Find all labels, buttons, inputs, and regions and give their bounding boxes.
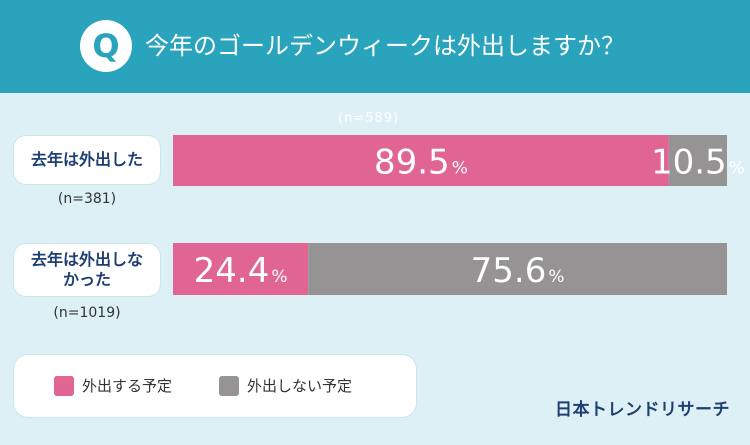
sample-size-total: (n=589) [338, 111, 400, 126]
legend-item-not-going: 外出しない予定 [219, 375, 352, 396]
header-bar: Q 今年のゴールデンウィークは外出しますか？ [0, 0, 750, 93]
value-label-going-row-2: 24.4% [194, 251, 288, 291]
value-label-not-going-row-2: 75.6% [471, 251, 565, 291]
question-title: 今年のゴールデンウィークは外出しますか？ [145, 32, 625, 60]
value-label-going-row-1: 89.5% [374, 143, 468, 183]
legend-swatch-going [54, 375, 74, 396]
value-label-not-going-row-1: 10.5% [651, 143, 745, 183]
bar-not-going-row-1 [668, 135, 727, 186]
row-label-stayed-home: 去年は外出しなかった [14, 244, 160, 296]
bar-going-row-2 [173, 243, 309, 295]
legend-swatch-not-going [219, 375, 239, 396]
bar-going-row-1 [173, 135, 669, 186]
legend: 外出する予定 外出しない予定 [14, 355, 416, 417]
legend-label-going: 外出する予定 [82, 377, 173, 395]
row-n-stayed-home: (n=1019) [53, 305, 121, 321]
legend-label-not-going: 外出しない予定 [247, 377, 353, 395]
bar-not-going-row-2 [308, 243, 727, 295]
legend-item-going: 外出する予定 [54, 375, 172, 396]
brand-logo-text: 日本トレンドリサーチ [555, 400, 730, 420]
row-n-went-out: (n=381) [57, 191, 117, 207]
row-label-went-out: 去年は外出した [14, 136, 160, 184]
q-badge: Q [80, 20, 132, 72]
